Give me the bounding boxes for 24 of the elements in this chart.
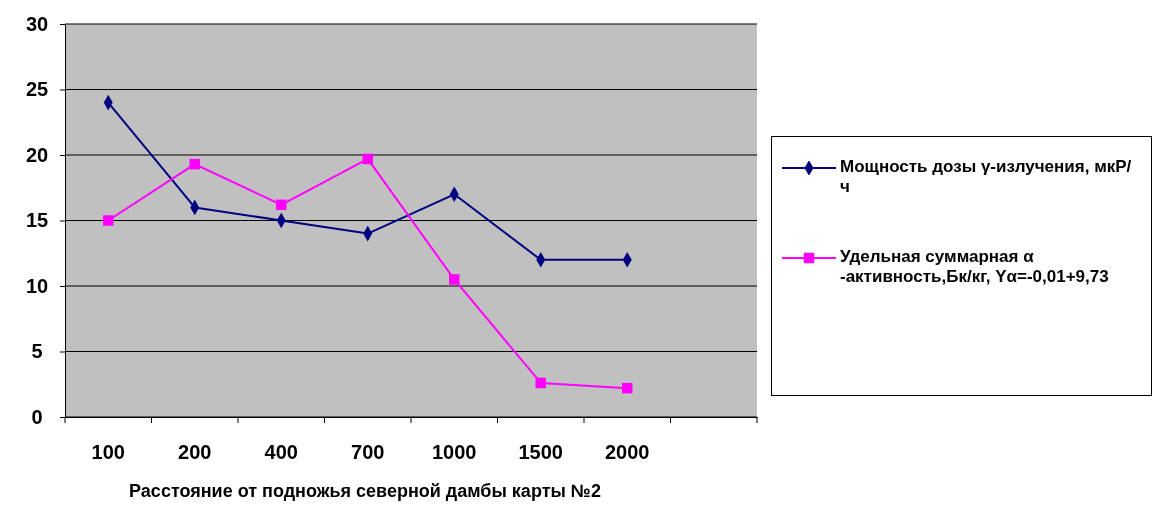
point [362,153,373,165]
point [189,158,200,170]
x-axis-title: Расстояние от подножья северной дамбы карты №2 [129,481,601,501]
point [103,215,114,226]
y-tick-label: 15 [25,209,49,232]
y-tick-label: 25 [25,78,49,101]
y-tick-label: 5 [31,340,43,363]
legend-label: Мощность дозы γ-излучения, мкР/ч [839,157,1133,197]
x-tick-label: 100 [91,441,125,463]
x-tick-label: 200 [178,441,212,463]
legend-label: Удельная суммарная α -активность,Бк/кг, Yα=-0,01+9,73 [839,247,1110,287]
point [535,377,546,389]
y-tick-label: 10 [25,274,49,297]
point [276,199,287,211]
y-tick-label: 20 [25,143,49,166]
y-tick-label: 0 [31,405,43,428]
x-tick-label: 1500 [518,441,563,463]
x-tick-label: 400 [264,441,298,463]
x-tick-label: 1000 [432,441,477,463]
y-tick-label: 30 [25,12,49,35]
x-tick-label: 700 [351,441,385,463]
x-tick-label: 2000 [605,441,650,463]
point [449,274,460,285]
point [622,382,633,394]
